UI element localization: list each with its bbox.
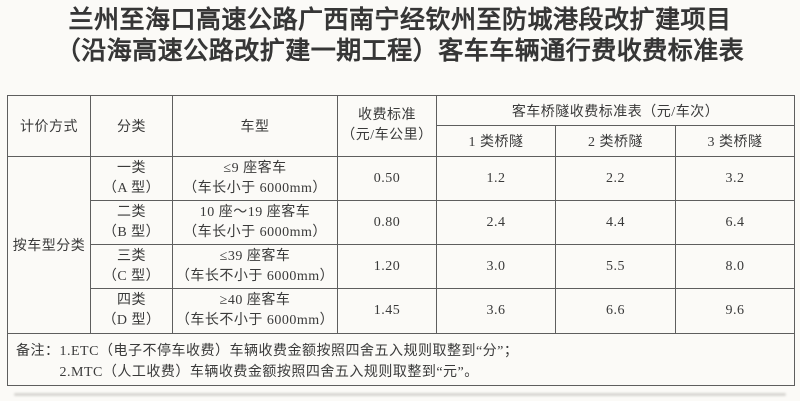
bridge3-cell: 9.6 (674, 288, 796, 334)
rate-cell: 0.80 (337, 200, 437, 245)
vehicle-length: （车长不小于 6000mm） (175, 313, 335, 328)
class-name: 二类 (117, 204, 146, 220)
class-code: （C 型） (102, 268, 161, 284)
notes-row: 备注： 1.ETC（电子不停车收费）车辆收费金额按照四舍五入规则取整到“分”； … (6, 333, 796, 386)
class-name: 四类 (117, 293, 146, 308)
row-group-label: 按车型分类 (7, 156, 91, 334)
vehicle-desc: ≤39 座客车 (219, 248, 291, 264)
table-row: 按车型分类 一类 （A 型） ≤9 座客车 （车长小于 6000mm） 0.50… (7, 156, 796, 334)
document-title-line2: （沿海高速公路改扩建一期工程）客车车辆通行费收费标准表 (55, 38, 745, 65)
table-row: 四类 （D 型） ≥40 座客车 （车长不小于 6000mm） 1.45 3.6… (8, 288, 796, 334)
bridge2-cell: 6.6 (555, 288, 676, 334)
document-title-line1: 兰州至海口高速公路广西南宁经钦州至防城港段改扩建项目 (68, 7, 732, 34)
header-bridge-class1: 1 类桥隧 (436, 125, 556, 157)
header-rate: 收费标准 （元/车公里） (337, 95, 437, 157)
class-code: （D 型） (102, 313, 161, 328)
vehicle-cell: ≤9 座客车 （车长小于 6000mm） (172, 156, 338, 201)
header-bridge-group: 客车桥隧收费标准表（元/车次） (435, 95, 796, 126)
vehicle-length: （车长小于 6000mm） (183, 224, 327, 240)
vehicle-cell: 10 座～19 座客车 （车长小于 6000mm） (172, 200, 338, 245)
note-line-1: 1.ETC（电子不停车收费）车辆收费金额按照四舍五入规则取整到“分”； (59, 344, 519, 359)
vehicle-desc: ≤9 座客车 (223, 160, 287, 176)
bridge1-cell: 1.2 (436, 156, 556, 201)
note-line-2: 2.MTC（人工收费）车辆收费金额按照四舍五入规则取整到“元”。 (59, 365, 479, 380)
vehicle-length: （车长小于 6000mm） (183, 180, 327, 196)
table-row: 三类 （C 型） ≤39 座客车 （车长不小于 6000mm） 1.20 3.0… (8, 244, 796, 289)
class-name: 一类 (117, 160, 146, 176)
bridge1-cell: 2.4 (436, 200, 556, 245)
bridge2-cell: 4.4 (555, 200, 676, 245)
notes: 备注： 1.ETC（电子不停车收费）车辆收费金额按照四舍五入规则取整到“分”； … (16, 341, 786, 383)
rate-cell: 1.20 (337, 244, 437, 289)
class-name: 三类 (117, 248, 146, 264)
notes-lines: 1.ETC（电子不停车收费）车辆收费金额按照四舍五入规则取整到“分”； 2.MT… (60, 341, 519, 383)
class-code: （B 型） (102, 224, 161, 240)
header-bridge-class2: 2 类桥隧 (555, 125, 676, 157)
bridge3-cell: 6.4 (674, 200, 796, 245)
bridge1-cell: 3.6 (436, 288, 556, 334)
class-code: （A 型） (102, 180, 161, 196)
vehicle-cell: ≤39 座客车 （车长不小于 6000mm） (172, 244, 338, 289)
bridge3-cell: 8.0 (674, 244, 796, 289)
header-classification: 分类 (90, 95, 173, 157)
notes-label: 备注： (16, 344, 60, 359)
document-title: 兰州至海口高速公路广西南宁经钦州至防城港段改扩建项目 （沿海高速公路改扩建一期工… (0, 5, 800, 67)
class-cell: 一类 （A 型） (90, 156, 173, 201)
class-cell: 二类 （B 型） (90, 200, 173, 245)
vehicle-desc: 10 座～19 座客车 (199, 204, 311, 220)
header-pricing-method: 计价方式 (7, 95, 91, 157)
bridge3-cell: 3.2 (674, 156, 796, 201)
vehicle-cell: ≥40 座客车 （车长不小于 6000mm） (172, 288, 338, 334)
header-rate-line2: （元/车公里） (341, 128, 433, 143)
bridge2-cell: 5.5 (555, 244, 676, 289)
vehicle-desc: ≥40 座客车 (219, 293, 291, 308)
rate-cell: 1.45 (337, 288, 437, 334)
header-vehicle-type: 车型 (172, 95, 338, 157)
bridge2-cell: 2.2 (555, 156, 676, 201)
rate-cell: 0.50 (337, 156, 437, 201)
header-rate-line1: 收费标准 (358, 108, 416, 123)
class-cell: 四类 （D 型） (90, 288, 173, 334)
bridge1-cell: 3.0 (436, 244, 556, 289)
header-bridge-class3: 3 类桥隧 (674, 125, 796, 157)
notes-cell: 备注： 1.ETC（电子不停车收费）车辆收费金额按照四舍五入规则取整到“分”； … (6, 333, 796, 386)
table-row: 二类 （B 型） 10 座～19 座客车 （车长小于 6000mm） 0.80 … (8, 200, 796, 245)
class-cell: 三类 （C 型） (90, 244, 173, 289)
scan-artifact-shadow (14, 393, 786, 396)
toll-rate-table: 计价方式 分类 车型 收费标准 （元/车公里） 客车桥隧收费标准表（元/车次） … (6, 95, 796, 386)
vehicle-length: （车长不小于 6000mm） (175, 268, 335, 284)
